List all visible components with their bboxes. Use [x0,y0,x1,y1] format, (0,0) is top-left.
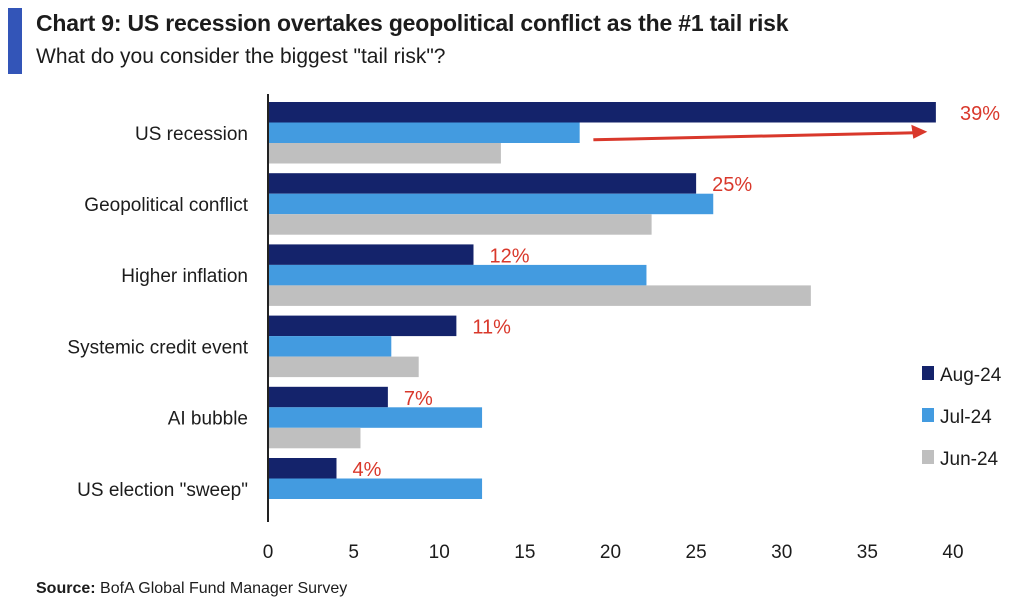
data-label-us-recession: 39% [960,103,1000,125]
bar-jun-24-systemic-credit-event [269,356,419,378]
x-tick-label-35: 35 [857,542,878,563]
bar-jul-24-geopolitical-conflict [269,193,714,215]
source-label: Source: [36,580,96,597]
data-label-ai-bubble: 7% [404,388,433,410]
bar-aug-24-us-recession [269,102,936,123]
bar-jun-24-geopolitical-conflict [269,214,652,235]
title-accent-bar [8,8,22,74]
bar-jul-24-us-election-sweep [269,478,483,499]
bar-aug-24-ai-bubble [269,386,388,408]
bar-jun-24-us-recession [269,143,501,164]
data-label-higher-inflation: 12% [490,245,530,267]
category-label-geopolitical-conflict: Geopolitical conflict [84,195,248,216]
legend-label-jun-24: Jun-24 [940,449,999,470]
bar-jul-24-ai-bubble [269,407,483,428]
data-label-us-election-sweep: 4% [353,459,382,481]
bar-jul-24-systemic-credit-event [269,336,392,357]
x-tick-label-20: 20 [600,542,621,563]
x-tick-label-5: 5 [348,542,359,563]
bar-jul-24-higher-inflation [269,264,647,286]
x-tick-label-10: 10 [429,542,450,563]
bar-aug-24-geopolitical-conflict [269,173,697,194]
bar-jul-24-us-recession [269,122,580,143]
trend-arrow-shaft [593,131,916,142]
chart-subtitle: What do you consider the biggest "tail r… [36,45,446,68]
x-tick-label-40: 40 [942,542,963,563]
source-text: BofA Global Fund Manager Survey [95,580,348,597]
category-label-ai-bubble: AI bubble [168,409,248,430]
data-label-geopolitical-conflict: 25% [712,174,752,196]
legend-swatch-jun-24 [922,450,934,464]
legend-label-aug-24: Aug-24 [940,365,1002,386]
legend-swatch-aug-24 [922,366,934,380]
source-note: Source: BofA Global Fund Manager Survey [36,580,347,598]
bar-jun-24-higher-inflation [269,285,811,306]
x-tick-label-0: 0 [263,542,274,563]
x-tick-label-25: 25 [686,542,707,563]
bar-aug-24-us-election-sweep [269,458,337,479]
bar-aug-24-systemic-credit-event [269,315,457,337]
data-label-systemic-credit-event: 11% [472,317,511,339]
category-label-us-recession: US recession [135,124,248,145]
legend-swatch-jul-24 [922,408,934,422]
legend-label-jul-24: Jul-24 [940,407,992,428]
chart-title: Chart 9: US recession overtakes geopolit… [36,10,789,36]
category-label-higher-inflation: Higher inflation [121,266,248,287]
x-tick-label-15: 15 [514,542,535,563]
x-tick-label-30: 30 [771,542,792,563]
bar-jun-24-ai-bubble [269,427,361,449]
bar-aug-24-higher-inflation [269,244,474,265]
trend-arrow-head [911,124,928,139]
category-label-us-election-sweep: US election "sweep" [77,480,248,501]
category-label-systemic-credit-event: Systemic credit event [67,337,248,358]
